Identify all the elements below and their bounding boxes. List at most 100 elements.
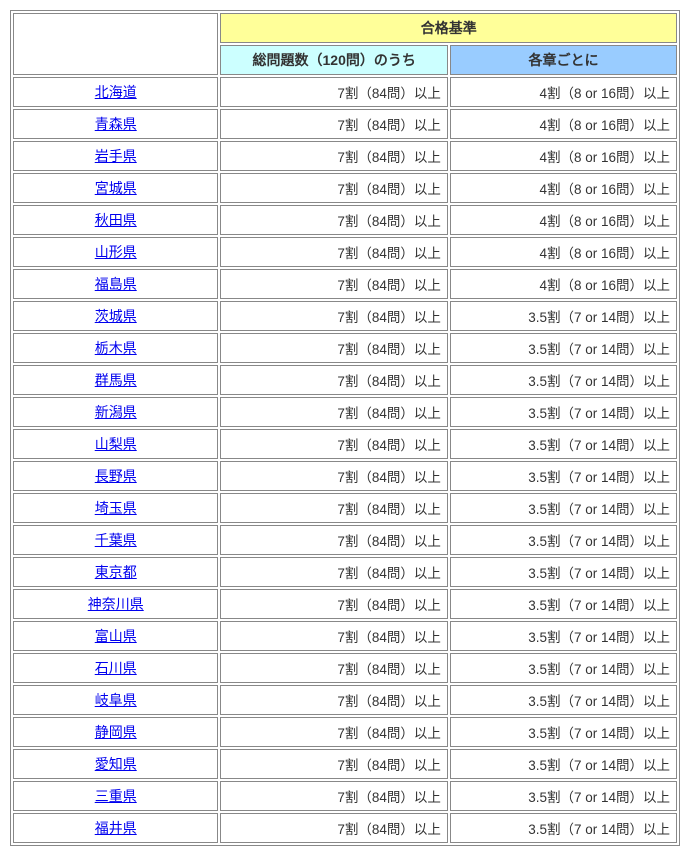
prefecture-link[interactable]: 石川県: [95, 660, 137, 676]
prefecture-link[interactable]: 秋田県: [95, 212, 137, 228]
prefecture-link[interactable]: 茨城県: [95, 308, 137, 324]
total-cell: 7割（84問）以上: [220, 365, 448, 395]
table-row: 北海道 7割（84問）以上4割（8 or 16問）以上: [13, 77, 677, 107]
prefecture-cell: 福島県: [13, 269, 218, 299]
prefecture-link[interactable]: 北海道: [95, 84, 137, 100]
prefecture-cell: 静岡県: [13, 717, 218, 747]
prefecture-link[interactable]: 埼玉県: [95, 500, 137, 516]
chapter-cell: 3.5割（7 or 14問）以上: [450, 781, 677, 811]
table-row: 石川県 7割（84問）以上3.5割（7 or 14問）以上: [13, 653, 677, 683]
chapter-cell: 3.5割（7 or 14問）以上: [450, 461, 677, 491]
chapter-cell: 4割（8 or 16問）以上: [450, 205, 677, 235]
header-chapter: 各章ごとに: [450, 45, 677, 75]
prefecture-cell: 三重県: [13, 781, 218, 811]
chapter-cell: 4割（8 or 16問）以上: [450, 173, 677, 203]
header-main: 合格基準: [220, 13, 677, 43]
total-cell: 7割（84問）以上: [220, 621, 448, 651]
table-row: 愛知県7割（84問）以上3.5割（7 or 14問）以上: [13, 749, 677, 779]
chapter-cell: 4割（8 or 16問）以上: [450, 109, 677, 139]
chapter-cell: 3.5割（7 or 14問）以上: [450, 717, 677, 747]
prefecture-link[interactable]: 富山県: [95, 628, 137, 644]
prefecture-cell: 北海道: [13, 77, 218, 107]
table-row: 埼玉県 7割（84問）以上3.5割（7 or 14問）以上: [13, 493, 677, 523]
prefecture-cell: 青森県: [13, 109, 218, 139]
table-row: 岐阜県 7割（84問）以上3.5割（7 or 14問）以上: [13, 685, 677, 715]
chapter-cell: 3.5割（7 or 14問）以上: [450, 621, 677, 651]
total-cell: 7割（84問）以上: [220, 205, 448, 235]
chapter-cell: 3.5割（7 or 14問）以上: [450, 429, 677, 459]
prefecture-link[interactable]: 静岡県: [95, 724, 137, 740]
total-cell: 7割（84問）以上: [220, 781, 448, 811]
chapter-cell: 3.5割（7 or 14問）以上: [450, 557, 677, 587]
chapter-cell: 3.5割（7 or 14問）以上: [450, 813, 677, 843]
prefecture-cell: 宮城県: [13, 173, 218, 203]
blank-corner-cell: [13, 13, 218, 75]
total-cell: 7割（84問）以上: [220, 237, 448, 267]
table-row: 栃木県7割（84問）以上3.5割（7 or 14問）以上: [13, 333, 677, 363]
table-row: 三重県 7割（84問）以上3.5割（7 or 14問）以上: [13, 781, 677, 811]
chapter-cell: 4割（8 or 16問）以上: [450, 237, 677, 267]
prefecture-cell: 山梨県: [13, 429, 218, 459]
table-row: 宮城県7割（84問）以上4割（8 or 16問）以上: [13, 173, 677, 203]
chapter-cell: 3.5割（7 or 14問）以上: [450, 493, 677, 523]
chapter-cell: 3.5割（7 or 14問）以上: [450, 685, 677, 715]
chapter-cell: 4割（8 or 16問）以上: [450, 141, 677, 171]
prefecture-cell: 岐阜県: [13, 685, 218, 715]
prefecture-cell: 長野県: [13, 461, 218, 491]
table-row: 岩手県 7割（84問）以上4割（8 or 16問）以上: [13, 141, 677, 171]
total-cell: 7割（84問）以上: [220, 429, 448, 459]
chapter-cell: 3.5割（7 or 14問）以上: [450, 589, 677, 619]
table-row: 青森県 7割（84問）以上4割（8 or 16問）以上: [13, 109, 677, 139]
prefecture-link[interactable]: 長野県: [95, 468, 137, 484]
prefecture-link[interactable]: 福島県: [95, 276, 137, 292]
total-cell: 7割（84問）以上: [220, 493, 448, 523]
prefecture-link[interactable]: 三重県: [95, 788, 137, 804]
chapter-cell: 4割（8 or 16問）以上: [450, 269, 677, 299]
prefecture-cell: 秋田県: [13, 205, 218, 235]
prefecture-link[interactable]: 山形県: [95, 244, 137, 260]
total-cell: 7割（84問）以上: [220, 77, 448, 107]
total-cell: 7割（84問）以上: [220, 685, 448, 715]
prefecture-link[interactable]: 新潟県: [95, 404, 137, 420]
prefecture-link[interactable]: 宮城県: [95, 180, 137, 196]
total-cell: 7割（84問）以上: [220, 397, 448, 427]
prefecture-cell: 福井県: [13, 813, 218, 843]
prefecture-link[interactable]: 山梨県: [95, 436, 137, 452]
total-cell: 7割（84問）以上: [220, 461, 448, 491]
prefecture-cell: 埼玉県: [13, 493, 218, 523]
total-cell: 7割（84問）以上: [220, 525, 448, 555]
chapter-cell: 3.5割（7 or 14問）以上: [450, 333, 677, 363]
table-row: 神奈川県 7割（84問）以上3.5割（7 or 14問）以上: [13, 589, 677, 619]
table-row: 東京都 7割（84問）以上3.5割（7 or 14問）以上: [13, 557, 677, 587]
total-cell: 7割（84問）以上: [220, 109, 448, 139]
total-cell: 7割（84問）以上: [220, 813, 448, 843]
chapter-cell: 3.5割（7 or 14問）以上: [450, 365, 677, 395]
prefecture-link[interactable]: 群馬県: [95, 372, 137, 388]
chapter-cell: 3.5割（7 or 14問）以上: [450, 525, 677, 555]
prefecture-link[interactable]: 岐阜県: [95, 692, 137, 708]
prefecture-cell: 千葉県: [13, 525, 218, 555]
prefecture-link[interactable]: 栃木県: [95, 340, 137, 356]
chapter-cell: 3.5割（7 or 14問）以上: [450, 749, 677, 779]
chapter-cell: 4割（8 or 16問）以上: [450, 77, 677, 107]
total-cell: 7割（84問）以上: [220, 589, 448, 619]
prefecture-link[interactable]: 神奈川県: [88, 596, 144, 612]
prefecture-link[interactable]: 青森県: [95, 116, 137, 132]
total-cell: 7割（84問）以上: [220, 141, 448, 171]
table-body: 北海道7割（84問）以上4割（8 or 16問）以上青森県7割（84問）以上4割…: [13, 77, 677, 843]
table-row: 富山県 7割（84問）以上3.5割（7 or 14問）以上: [13, 621, 677, 651]
total-cell: 7割（84問）以上: [220, 653, 448, 683]
chapter-cell: 3.5割（7 or 14問）以上: [450, 653, 677, 683]
pass-criteria-table: 合格基準 総問題数（120問）のうち 各章ごとに 北海道7割（84問）以上4割（…: [10, 10, 680, 846]
total-cell: 7割（84問）以上: [220, 717, 448, 747]
prefecture-link[interactable]: 福井県: [95, 820, 137, 836]
prefecture-link[interactable]: 東京都: [95, 564, 137, 580]
prefecture-link[interactable]: 千葉県: [95, 532, 137, 548]
total-cell: 7割（84問）以上: [220, 301, 448, 331]
prefecture-cell: 茨城県: [13, 301, 218, 331]
chapter-cell: 3.5割（7 or 14問）以上: [450, 397, 677, 427]
table-row: 群馬県 7割（84問）以上3.5割（7 or 14問）以上: [13, 365, 677, 395]
total-cell: 7割（84問）以上: [220, 557, 448, 587]
prefecture-link[interactable]: 岩手県: [95, 148, 137, 164]
prefecture-cell: 東京都: [13, 557, 218, 587]
